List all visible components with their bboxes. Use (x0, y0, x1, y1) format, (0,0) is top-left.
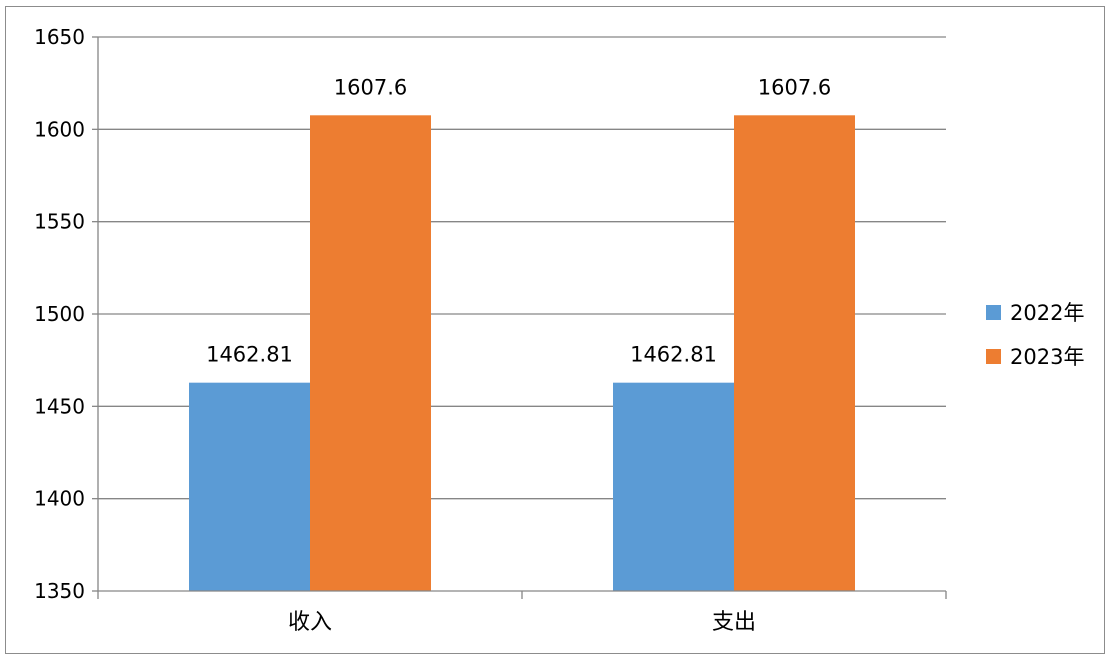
data-label: 1607.6 (758, 75, 831, 99)
data-label: 1462.81 (630, 343, 717, 367)
labels: 1350 1400 1450 1500 1550 1600 1650 1462.81 1607.… (34, 25, 831, 635)
y-tick-label: 1500 (34, 302, 85, 326)
y-tick-label: 1450 (34, 394, 85, 418)
y-tick-label: 1600 (34, 117, 85, 141)
legend-label: 2022年 (1010, 301, 1084, 325)
chart-frame (5, 6, 1105, 654)
x-tick-label: 支出 (712, 610, 756, 635)
data-label: 1462.81 (206, 343, 293, 367)
x-tick-label: 收入 (288, 610, 332, 635)
legend-swatch (986, 349, 1001, 364)
legend: 2022年 2023年 (986, 301, 1084, 369)
legend-swatch (986, 305, 1001, 320)
bar (734, 115, 855, 591)
legend-label: 2023年 (1010, 345, 1084, 369)
bars (189, 115, 855, 591)
y-tick-label: 1550 (34, 210, 85, 234)
bar (613, 382, 734, 591)
y-tick-label: 1350 (34, 579, 85, 603)
y-tick-label: 1400 (34, 487, 85, 511)
data-label: 1607.6 (334, 75, 407, 99)
axes (92, 36, 947, 599)
y-tick-label: 1650 (34, 25, 85, 49)
bar (310, 115, 431, 591)
bar (189, 382, 310, 591)
